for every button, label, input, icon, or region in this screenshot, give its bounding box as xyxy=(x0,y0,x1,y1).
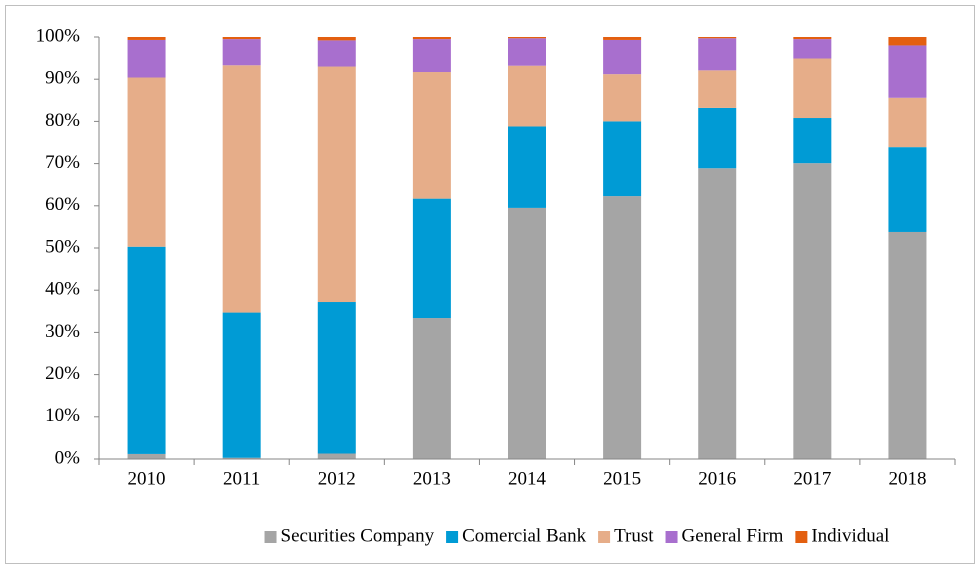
bar-segment xyxy=(127,37,166,40)
bar-segment xyxy=(698,168,737,459)
bar-segment xyxy=(603,121,642,197)
bar-segment xyxy=(508,37,546,39)
bar-segment xyxy=(127,246,166,454)
bar-segment xyxy=(317,40,356,67)
y-tick-label: 100% xyxy=(36,25,81,46)
legend-marker xyxy=(598,531,611,543)
bar-segment xyxy=(793,118,832,164)
bar-segment xyxy=(698,70,737,108)
x-tick-label: 2013 xyxy=(413,468,451,489)
bar-segment xyxy=(888,147,927,232)
x-tick-label: 2015 xyxy=(603,468,641,489)
bar-segment xyxy=(412,72,451,199)
legend-marker xyxy=(264,531,277,543)
bar-segment xyxy=(793,58,832,119)
bar-segment xyxy=(698,37,737,39)
bar-segment xyxy=(222,312,261,458)
y-tick-label: 60% xyxy=(45,194,80,215)
legend-label: Trust xyxy=(614,525,654,546)
y-tick-label: 30% xyxy=(45,321,80,342)
legend-marker xyxy=(665,531,678,543)
x-tick-label: 2014 xyxy=(508,468,547,489)
bar-segment xyxy=(317,37,356,41)
y-tick-label: 50% xyxy=(45,236,80,257)
x-tick-label: 2011 xyxy=(223,468,260,489)
y-tick-label: 90% xyxy=(45,68,80,89)
legend-marker xyxy=(795,531,808,543)
bar-segment xyxy=(127,77,166,247)
bar-segment xyxy=(508,65,546,127)
legend-label: Securities Company xyxy=(281,525,435,546)
bar-segment xyxy=(508,38,546,66)
bar-segment xyxy=(793,163,832,460)
y-tick-label: 20% xyxy=(45,363,80,384)
bar-segment xyxy=(698,107,737,169)
bar-segment xyxy=(698,38,737,71)
y-tick-label: 70% xyxy=(45,152,80,173)
bar-segment xyxy=(317,66,356,303)
bar-segment xyxy=(888,231,927,459)
bar-segment xyxy=(888,37,927,46)
bar-segment xyxy=(412,37,451,40)
x-tick-label: 2016 xyxy=(698,468,736,489)
bar-segment xyxy=(222,457,261,459)
x-tick-label: 2017 xyxy=(793,468,831,489)
bar-segment xyxy=(508,207,546,459)
legend-label: Individual xyxy=(811,525,889,546)
legend-label: Comercial Bank xyxy=(462,525,586,546)
bar-segment xyxy=(127,453,166,459)
bar-segment xyxy=(317,302,356,454)
bar-segment xyxy=(793,37,832,40)
x-tick-label: 2010 xyxy=(128,468,166,489)
bar-segment xyxy=(603,196,642,459)
bar-segment xyxy=(412,39,451,73)
bar-segment xyxy=(603,39,642,75)
y-tick-label: 10% xyxy=(45,405,80,426)
bar-segment xyxy=(412,318,451,459)
x-tick-label: 2012 xyxy=(318,468,356,489)
bar-segment xyxy=(888,45,927,98)
bar-segment xyxy=(222,37,261,40)
bar-segment xyxy=(603,37,642,40)
x-tick-label: 2018 xyxy=(888,468,926,489)
y-tick-label: 0% xyxy=(55,447,81,468)
bar-segment xyxy=(222,65,261,313)
bar-segment xyxy=(508,126,546,208)
bar-segment xyxy=(603,74,642,122)
y-tick-label: 40% xyxy=(45,279,80,300)
bar-segment xyxy=(793,39,832,59)
bar-segment xyxy=(222,39,261,66)
bar-segment xyxy=(127,39,166,78)
bar-segment xyxy=(888,97,927,148)
bar-segment xyxy=(412,198,451,319)
bar-segment xyxy=(317,453,356,459)
legend-marker xyxy=(446,531,459,543)
y-tick-label: 80% xyxy=(45,110,80,131)
legend-label: General Firm xyxy=(682,525,784,546)
